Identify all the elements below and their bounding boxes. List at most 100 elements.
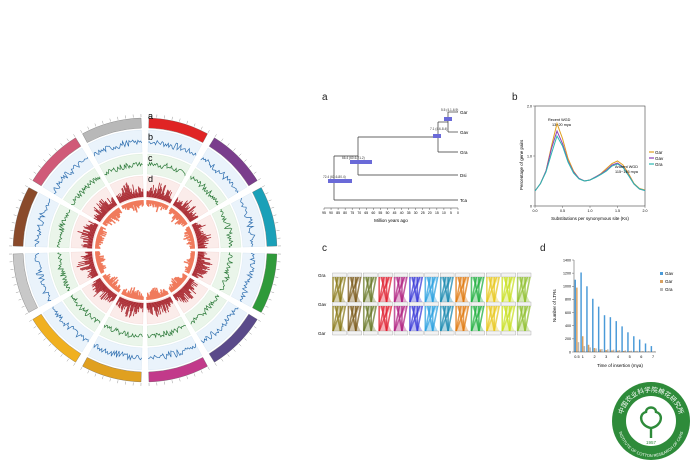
synteny-link-block xyxy=(379,306,392,331)
synteny-chrom-bar xyxy=(486,301,501,307)
track-red-bar xyxy=(165,190,171,202)
track-red-bar xyxy=(197,254,205,256)
track-red-bar xyxy=(153,187,157,198)
track-salmon-bar xyxy=(99,228,108,234)
track-red-bar xyxy=(162,299,167,311)
ks-xtick-label: 2.0 xyxy=(643,209,648,213)
track-salmon-bar xyxy=(123,204,127,210)
track-salmon-bar xyxy=(95,242,100,244)
track-salmon-bar xyxy=(98,230,107,236)
track-salmon-bar xyxy=(162,288,167,296)
chromosome-tick xyxy=(193,373,196,377)
track-salmon-bar xyxy=(96,259,105,264)
track-red-bar xyxy=(124,299,128,307)
track-red-bar xyxy=(116,195,121,204)
track-salmon-bar xyxy=(112,211,120,219)
track-red-bar xyxy=(192,271,203,277)
track-salmon-bar xyxy=(184,232,193,237)
track-red-bar xyxy=(118,196,122,203)
track-red-bar xyxy=(157,183,162,199)
track-salmon-bar xyxy=(180,220,187,226)
ltr-ytick-label: 800 xyxy=(565,298,571,302)
track-red-bar xyxy=(98,206,107,215)
phylo-tick-label: 90 xyxy=(329,211,333,215)
track-red-bar xyxy=(151,184,155,198)
track-red-bar xyxy=(183,285,190,291)
track-salmon-bar xyxy=(175,213,181,219)
taxon-gav: Gav xyxy=(460,130,469,135)
track-red-bar xyxy=(123,185,130,200)
track-red-bar xyxy=(110,293,116,302)
track-red-bar xyxy=(137,302,140,309)
chromosome-tick xyxy=(275,276,279,278)
ltr-bar-gav xyxy=(650,346,653,352)
track-salmon-bar xyxy=(175,214,182,221)
track-red-bar xyxy=(86,226,96,231)
track-salmon-bar xyxy=(177,218,185,225)
track-red-bar xyxy=(186,212,194,218)
track-red-bar xyxy=(89,270,97,275)
track-salmon-bar xyxy=(111,211,117,217)
phylo-tick-label: 0 xyxy=(457,211,459,215)
track-red-bar xyxy=(157,301,162,315)
chromosome-tick xyxy=(233,148,236,151)
phylo-tick-label: 80 xyxy=(343,211,347,215)
track-red-bar xyxy=(152,302,154,308)
track-salmon-bar xyxy=(164,204,167,209)
track-red-bar xyxy=(196,260,213,266)
synteny-link xyxy=(439,276,452,303)
track-salmon-bar xyxy=(151,289,156,300)
track-salmon-bar xyxy=(172,286,176,291)
track-red-bar xyxy=(164,299,169,309)
track-salmon-bar xyxy=(106,278,110,283)
ks-ylabel: Percentage of gene pairs xyxy=(519,139,524,190)
track-red-bar xyxy=(93,209,104,218)
track-red-bar xyxy=(135,190,137,198)
track-salmon-bar xyxy=(130,201,135,211)
track-salmon-bar xyxy=(183,235,194,240)
track-salmon-bar xyxy=(125,203,130,211)
track-red-bar xyxy=(94,283,105,293)
track-salmon-bar xyxy=(116,207,122,214)
track-salmon-bar xyxy=(99,268,104,272)
ltr-legend-gav: Gav xyxy=(665,271,674,276)
ks-ytick-label: 0 xyxy=(530,204,532,208)
track-red-bar xyxy=(161,192,165,200)
ltr-bar-gra xyxy=(577,342,580,352)
node-label-3: 66.4 (60.6-71.2) xyxy=(342,156,365,160)
track-red-bar xyxy=(192,273,197,276)
track-salmon-bar xyxy=(170,280,179,289)
track-salmon-bar xyxy=(168,286,174,293)
track-red-bar xyxy=(132,193,135,199)
track-red-bar xyxy=(85,224,97,230)
synteny-link-block xyxy=(471,306,484,331)
track-salmon-bar xyxy=(162,204,167,210)
taxon-tca: Tca xyxy=(460,198,468,203)
track-red-bar xyxy=(178,290,189,302)
track-salmon-bar xyxy=(171,283,177,290)
ltr-bar-gra xyxy=(636,350,638,352)
track-red-bar xyxy=(107,290,112,296)
track-red-bar xyxy=(85,257,93,260)
track-red-bar xyxy=(148,190,151,198)
track-red-bar xyxy=(124,192,128,201)
track-red-bar xyxy=(189,215,198,222)
track-red-bar xyxy=(195,232,204,236)
track-red-bar xyxy=(100,209,107,215)
ltr-bar-gav xyxy=(574,279,576,352)
chromosome-tick xyxy=(13,284,17,286)
chromosome-tick xyxy=(29,319,32,322)
track-salmon-bar xyxy=(96,234,103,238)
chromosome-tick xyxy=(54,148,57,151)
phylo-tick-label: 10 xyxy=(442,211,446,215)
track-salmon-bar xyxy=(135,200,139,208)
track-red-bar xyxy=(111,294,117,302)
synteny-chrom-bar xyxy=(486,330,501,336)
track-red-bar xyxy=(194,228,202,232)
track-red-bar xyxy=(83,238,93,242)
synteny-chrom-bar xyxy=(409,330,424,336)
track-red-bar xyxy=(133,302,137,317)
track-red-bar xyxy=(103,287,109,292)
track-red-bar xyxy=(103,202,111,211)
track-red-bar xyxy=(123,185,129,200)
